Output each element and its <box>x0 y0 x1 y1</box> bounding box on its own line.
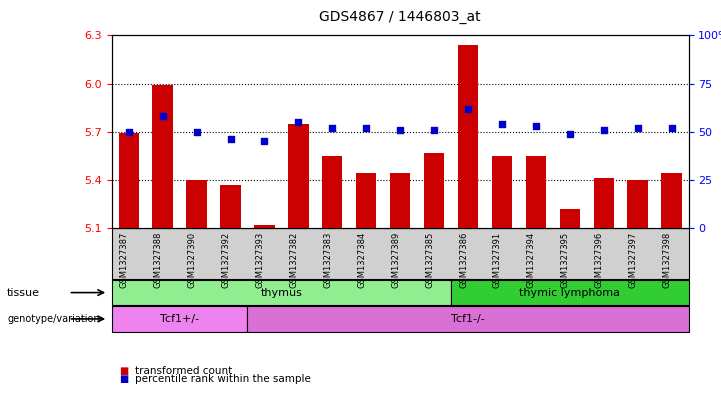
Text: GSM1327395: GSM1327395 <box>561 232 570 288</box>
Text: tissue: tissue <box>7 288 40 298</box>
Text: GSM1327393: GSM1327393 <box>255 232 265 288</box>
Point <box>394 127 406 133</box>
Text: percentile rank within the sample: percentile rank within the sample <box>135 374 311 384</box>
Text: transformed count: transformed count <box>135 366 232 376</box>
Text: GDS4867 / 1446803_at: GDS4867 / 1446803_at <box>319 10 481 24</box>
Text: GSM1327396: GSM1327396 <box>595 232 603 288</box>
Bar <box>255 225 275 228</box>
Text: Tcf1-/-: Tcf1-/- <box>451 314 485 324</box>
Text: GSM1327397: GSM1327397 <box>629 232 637 288</box>
Bar <box>424 152 444 228</box>
Text: GSM1327387: GSM1327387 <box>120 232 129 288</box>
Bar <box>187 180 207 228</box>
Bar <box>458 45 478 228</box>
Bar <box>221 185 241 228</box>
Bar <box>288 124 309 228</box>
Bar <box>390 173 410 228</box>
Text: GSM1327385: GSM1327385 <box>425 232 434 288</box>
Text: GSM1327388: GSM1327388 <box>154 232 163 288</box>
Bar <box>526 156 546 228</box>
Text: GSM1327390: GSM1327390 <box>187 232 197 288</box>
Point <box>530 123 541 129</box>
Text: Tcf1+/-: Tcf1+/- <box>160 314 199 324</box>
Point <box>293 119 304 125</box>
Point <box>598 127 609 133</box>
Text: thymus: thymus <box>260 288 302 298</box>
Bar <box>152 85 173 228</box>
Point <box>496 121 508 127</box>
Text: GSM1327389: GSM1327389 <box>392 232 400 288</box>
Point <box>564 130 575 137</box>
Text: genotype/variation: genotype/variation <box>7 314 99 324</box>
Bar <box>559 209 580 228</box>
Point <box>632 125 643 131</box>
Bar <box>593 178 614 228</box>
Point <box>157 113 169 119</box>
Text: GSM1327384: GSM1327384 <box>357 232 366 288</box>
Text: GSM1327398: GSM1327398 <box>663 232 671 288</box>
Text: ■: ■ <box>119 374 128 384</box>
Bar <box>322 156 342 228</box>
Point <box>327 125 338 131</box>
Bar <box>661 173 682 228</box>
Text: GSM1327382: GSM1327382 <box>289 232 298 288</box>
Text: GSM1327383: GSM1327383 <box>323 232 332 288</box>
Point <box>428 127 440 133</box>
Text: GSM1327394: GSM1327394 <box>527 232 536 288</box>
Point <box>225 136 236 143</box>
Text: ■: ■ <box>119 366 128 376</box>
Bar <box>118 133 139 228</box>
Point <box>462 105 474 112</box>
Bar <box>492 156 512 228</box>
Point <box>665 125 677 131</box>
Text: GSM1327386: GSM1327386 <box>459 232 468 288</box>
Bar <box>356 173 376 228</box>
Text: GSM1327391: GSM1327391 <box>493 232 502 288</box>
Bar <box>627 180 648 228</box>
Point <box>191 129 203 135</box>
Point <box>123 129 135 135</box>
Point <box>360 125 372 131</box>
Point <box>259 138 270 144</box>
Text: thymic lymphoma: thymic lymphoma <box>519 288 620 298</box>
Text: GSM1327392: GSM1327392 <box>221 232 231 288</box>
